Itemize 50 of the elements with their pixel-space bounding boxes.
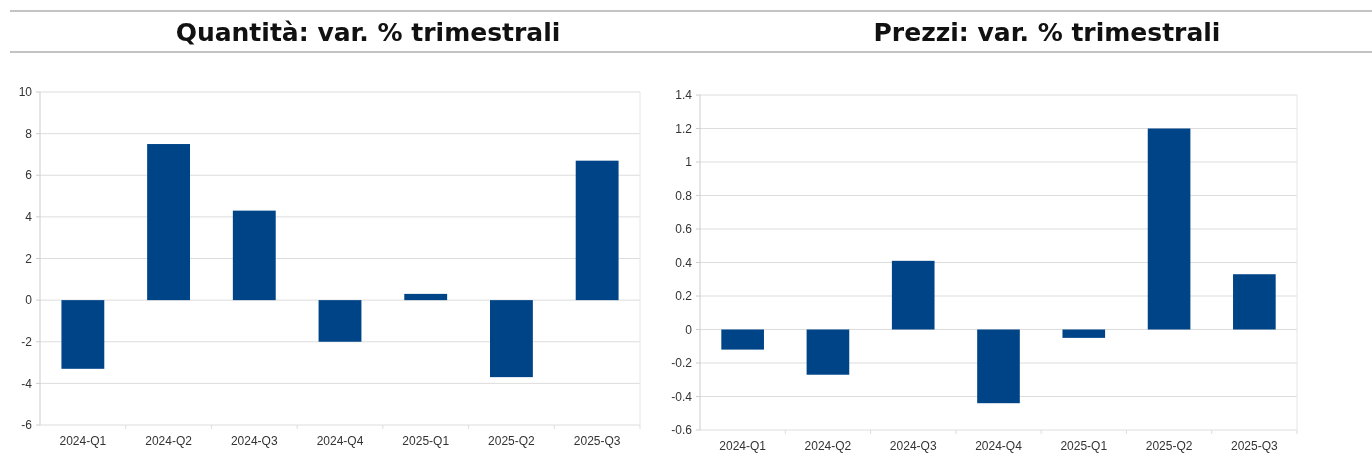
y-tick-label: 4 — [25, 210, 33, 225]
y-tick-label: -6 — [21, 418, 33, 433]
y-tick-label: -0.2 — [671, 356, 693, 371]
x-tick-label: 2024-Q2 — [145, 434, 193, 448]
chart-title: Prezzi: var. % trimestrali — [873, 18, 1221, 47]
y-tick-label: 0 — [685, 322, 693, 337]
bar — [891, 260, 935, 330]
x-tick-label: 2025-Q3 — [1231, 439, 1279, 453]
bar — [61, 300, 105, 369]
y-tick-label: 0.2 — [675, 289, 693, 304]
bar — [1062, 329, 1106, 338]
bar — [1147, 128, 1191, 330]
y-tick-label: 0.4 — [675, 255, 693, 270]
x-tick-label: 2025-Q1 — [1060, 439, 1108, 453]
bar — [318, 300, 362, 342]
bar — [404, 293, 448, 301]
y-tick-label: -2 — [21, 334, 33, 349]
y-tick-label: 8 — [25, 126, 33, 141]
bar — [575, 160, 619, 301]
y-tick-label: -0.6 — [671, 423, 693, 438]
x-tick-label: 2024-Q2 — [804, 439, 852, 453]
y-tick-label: 6 — [25, 168, 33, 183]
bar — [232, 210, 276, 301]
y-tick-label: 1.2 — [675, 121, 693, 136]
y-tick-label: 0 — [25, 293, 33, 308]
y-tick-label: 10 — [18, 85, 33, 100]
bar — [721, 329, 764, 350]
x-tick-label: 2024-Q1 — [59, 434, 107, 448]
x-tick-label: 2025-Q2 — [488, 434, 536, 448]
x-tick-label: 2025-Q2 — [1145, 439, 1193, 453]
y-tick-label: -4 — [21, 376, 33, 391]
bar — [1233, 274, 1276, 330]
y-tick-label: 1.4 — [675, 88, 693, 103]
bar — [977, 329, 1020, 404]
bar — [490, 300, 533, 378]
y-tick-label: 0.6 — [675, 222, 693, 237]
bar — [806, 329, 850, 375]
x-tick-label: 2024-Q1 — [719, 439, 767, 453]
x-tick-label: 2024-Q4 — [316, 434, 364, 448]
x-tick-label: 2024-Q4 — [975, 439, 1023, 453]
x-tick-label: 2025-Q1 — [402, 434, 450, 448]
y-tick-label: 2 — [25, 251, 33, 266]
bar — [147, 144, 190, 301]
x-tick-label: 2025-Q3 — [573, 434, 621, 448]
x-tick-label: 2024-Q3 — [230, 434, 278, 448]
chart-title: Quantità: var. % trimestrali — [175, 18, 561, 47]
y-tick-label: 1 — [685, 155, 693, 170]
y-tick-label: -0.4 — [671, 389, 693, 404]
x-tick-label: 2024-Q3 — [889, 439, 937, 453]
y-tick-label: 0.8 — [675, 188, 693, 203]
